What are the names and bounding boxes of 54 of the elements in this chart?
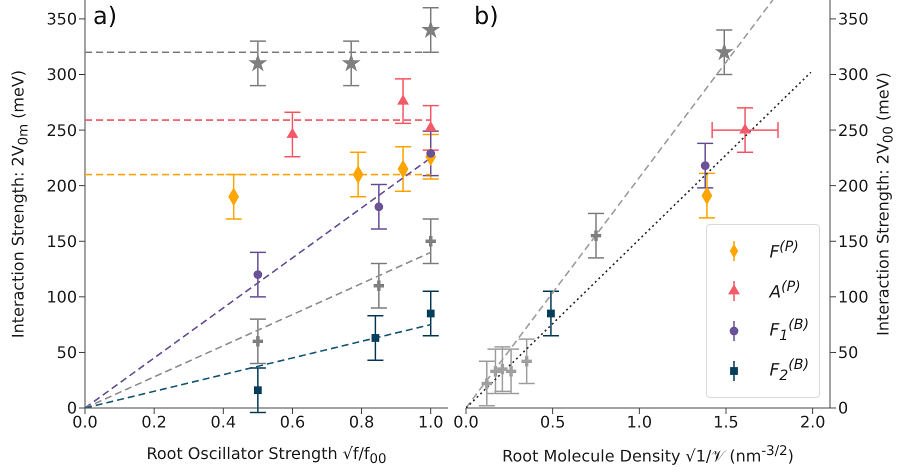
y2-tick-label: 50 (838, 343, 858, 362)
point (506, 366, 516, 377)
y2-tick-label: 300 (838, 65, 869, 84)
x-axis-title: Root Molecule Density √1/𝒱 (nm$^{-3/2}$) (501, 444, 795, 466)
legend-label: F$^{(P)}$ (769, 239, 799, 263)
point (342, 53, 361, 72)
point (547, 310, 555, 318)
y-tick-label: 200 (46, 176, 77, 196)
chart-title: b) (474, 2, 499, 30)
y-tick-label: 50 (56, 343, 77, 362)
x-tick-label: 0.6 (280, 412, 306, 432)
point (426, 310, 435, 318)
point (248, 53, 268, 72)
point (252, 336, 264, 346)
y-tick-label: 300 (46, 65, 77, 84)
point (521, 356, 532, 367)
y-tick-label: 350 (46, 10, 77, 29)
y2-tick-label: 100 (838, 288, 869, 307)
y2-tick-label: 150 (838, 232, 869, 251)
x-tick-label: 1.0 (626, 412, 652, 432)
legend-label: A$^{(P)}$ (769, 279, 801, 303)
x-tick-label: 2.0 (800, 412, 826, 432)
x-tick-label: 0.5 (540, 412, 566, 432)
y2-tick-label: 200 (838, 176, 869, 196)
y-tick-label: 250 (46, 120, 77, 140)
y-tick-label: 100 (46, 288, 77, 307)
point (497, 364, 508, 374)
x-tick-label: 1.0 (418, 412, 444, 432)
y-tick-label: 150 (46, 232, 77, 251)
point (374, 280, 384, 291)
point (739, 123, 751, 134)
point (700, 161, 710, 170)
chart-title: a) (93, 2, 118, 30)
y2-tick-label: 250 (838, 120, 869, 140)
point (397, 94, 409, 105)
point (374, 202, 384, 212)
x-axis-title: Root Oscillator Strength √f/f$_{00}$ (145, 444, 388, 468)
x-tick-label: 1.5 (713, 412, 739, 432)
point (482, 378, 492, 389)
point (372, 334, 380, 342)
point (254, 386, 262, 394)
y2-tick-label: 350 (838, 10, 869, 29)
y2-tick-label: 0 (838, 398, 848, 418)
point (421, 20, 440, 38)
x-tick-label: 0.4 (210, 412, 236, 432)
point (590, 230, 602, 241)
x-tick-label: 0.2 (141, 412, 167, 432)
point (490, 366, 501, 377)
point (286, 128, 298, 138)
point (426, 236, 436, 246)
x-tick-label: 0.0 (453, 412, 479, 432)
point (424, 121, 437, 132)
point (253, 270, 262, 279)
x-tick-label: 0.8 (348, 412, 374, 432)
